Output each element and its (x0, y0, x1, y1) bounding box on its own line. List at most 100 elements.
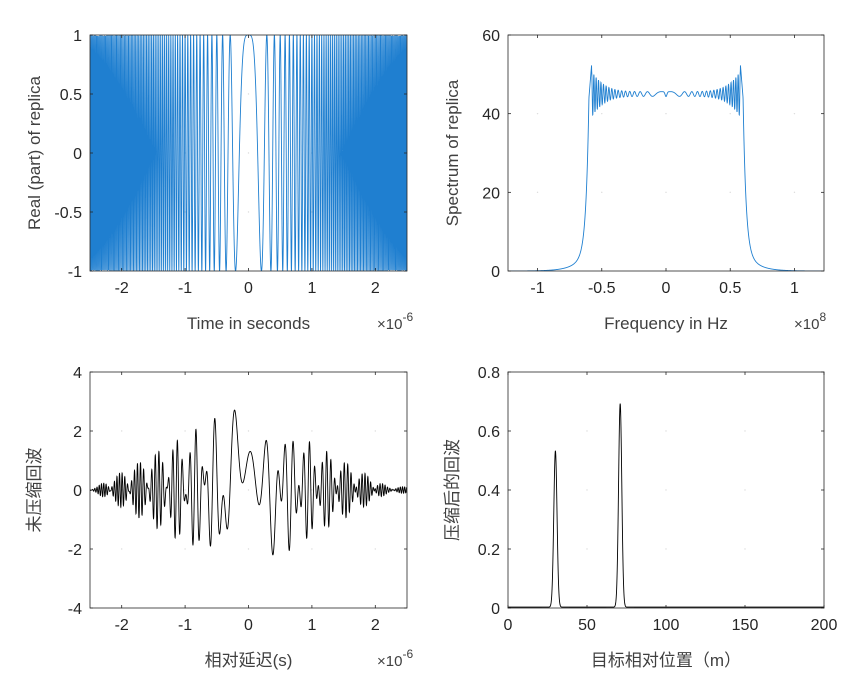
grid-dot (586, 548, 588, 550)
grid-dot (311, 489, 313, 491)
x-tick-label: -1 (178, 617, 192, 634)
compressed-echo-plot: 0 50 100 150 200 0 0.2 0.4 0.6 0.8 目标相对位置（m） 压缩后的回波 (443, 365, 837, 670)
x-axis-label: Time in seconds (187, 314, 310, 333)
grid-dot (744, 548, 746, 550)
grid-dot (311, 211, 313, 213)
grid-dot (744, 430, 746, 432)
grid-dot (665, 430, 667, 432)
grid-dot (247, 548, 250, 550)
grid-dot (311, 430, 313, 432)
x-tick-label: 0 (662, 280, 671, 297)
grid-dot (184, 211, 186, 213)
y-tick-label: -0.5 (54, 205, 82, 222)
grid-dot (665, 191, 667, 194)
x-exponent-power: -6 (402, 310, 413, 324)
x-tick-label: 0 (504, 617, 513, 634)
grid-dot (247, 430, 250, 432)
y-tick-label: -1 (68, 264, 82, 281)
grid-dot (121, 430, 123, 432)
x-tick-label: 0 (244, 280, 253, 297)
x-exponent-label: ×10-6 (377, 647, 413, 670)
x-tick-label: 0 (244, 617, 253, 634)
grid-dot (374, 430, 376, 432)
x-exponent-power: 8 (819, 310, 826, 324)
x-tick-label: 1 (307, 617, 316, 634)
y-tick-label: 1 (73, 28, 82, 45)
grid-dot (586, 430, 588, 432)
uncompressed-echo-plot: -2 -1 0 1 2 -4 -2 0 2 4 相对延迟(s) 未压缩回波 ×10-6 (25, 365, 413, 670)
grid-dot (184, 430, 186, 432)
y-axis-label: 未压缩回波 (25, 448, 44, 533)
y-tick-label: 0.4 (478, 483, 500, 500)
y-axis-label: Spectrum of replica (443, 79, 462, 226)
y-tick-label: 4 (73, 365, 82, 382)
x-axis-label: 目标相对位置（m） (591, 651, 741, 670)
grid-dot (374, 548, 376, 550)
x-exponent-base: ×10 (377, 653, 402, 670)
grid-dot (729, 191, 731, 194)
grid-dot (121, 548, 123, 550)
y-tick-label: 0 (73, 146, 82, 163)
grid-dot (793, 112, 796, 115)
y-tick-label: 0 (491, 601, 500, 618)
x-tick-label: -2 (115, 617, 129, 634)
grid-dot (601, 112, 603, 115)
x-tick-label: 1 (790, 280, 799, 297)
x-exponent-base: ×10 (794, 316, 819, 333)
x-tick-label: -2 (115, 280, 129, 297)
x-exponent-power: -6 (402, 647, 413, 661)
plot-area (508, 35, 824, 271)
y-tick-label: 0 (73, 483, 82, 500)
grid-dot (247, 211, 250, 213)
x-tick-label: 100 (653, 617, 680, 634)
replica-real-plot: -2 -1 0 1 2 -1 -0.5 0 0.5 1 Time in seconds Real (p… (25, 28, 413, 333)
grid-dot (247, 152, 250, 154)
grid-dot (601, 191, 603, 194)
y-tick-label: 2 (73, 424, 82, 441)
x-exponent-label: ×10-6 (377, 310, 413, 333)
y-tick-label: 0.2 (478, 542, 500, 559)
y-tick-label: 40 (482, 107, 500, 124)
grid-dot (247, 93, 250, 95)
y-tick-label: -2 (68, 542, 82, 559)
x-axis-label: 相对延迟(s) (205, 651, 293, 670)
y-tick-label: 60 (482, 28, 500, 45)
series-line-real-part-of-LFM-replica (90, 35, 407, 271)
y-axis-label: Real (part) of replica (25, 75, 44, 230)
x-tick-label: 2 (371, 617, 380, 634)
x-tick-label: 200 (811, 617, 838, 634)
y-tick-label: -4 (68, 601, 82, 618)
grid-dot (311, 548, 313, 550)
grid-dot (536, 112, 539, 115)
x-tick-label: -0.5 (588, 280, 616, 297)
y-tick-label: 0 (491, 264, 500, 281)
x-tick-label: 2 (371, 280, 380, 297)
grid-dot (665, 489, 667, 491)
grid-dot (586, 489, 588, 491)
grid-dot (665, 112, 667, 115)
y-tick-label: 20 (482, 185, 500, 202)
x-tick-label: 150 (732, 617, 759, 634)
series-line-replica-spectrum (508, 65, 824, 271)
x-tick-label: 0.5 (719, 280, 741, 297)
grid-dot (793, 191, 796, 194)
grid-dot (744, 489, 746, 491)
y-axis-label: 压缩后的回波 (443, 439, 462, 541)
y-tick-label: 0.6 (478, 424, 500, 441)
x-tick-label: -1 (530, 280, 544, 297)
x-exponent-label: ×108 (794, 310, 826, 333)
y-tick-label: 0.5 (60, 87, 82, 104)
x-tick-label: 50 (578, 617, 596, 634)
x-tick-label: -1 (178, 280, 192, 297)
y-tick-label: 0.8 (478, 365, 500, 382)
grid-dot (729, 112, 731, 115)
x-tick-label: 1 (307, 280, 316, 297)
grid-dot (247, 489, 250, 491)
series-line-uncompressed-echo (90, 409, 407, 556)
grid-dot (536, 191, 539, 194)
replica-spectrum-plot: -1 -0.5 0 0.5 1 0 20 40 60 Frequency in Hz Spectru… (443, 28, 826, 333)
grid-dot (184, 548, 186, 550)
x-axis-label: Frequency in Hz (604, 314, 728, 333)
grid-dot (184, 489, 186, 491)
